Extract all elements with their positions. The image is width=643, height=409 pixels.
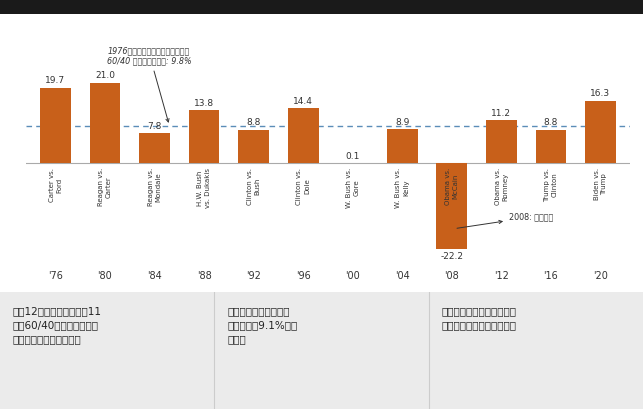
Text: '88: '88	[197, 271, 212, 281]
Text: '92: '92	[246, 271, 261, 281]
Text: Trump vs.
Clinton: Trump vs. Clinton	[544, 168, 557, 202]
Text: '80: '80	[98, 271, 113, 281]
Bar	[437, 163, 467, 249]
Text: 19.7: 19.7	[46, 76, 66, 85]
Text: '96: '96	[296, 271, 311, 281]
Text: '12: '12	[494, 271, 509, 281]
Bar	[585, 101, 616, 163]
Text: Carter vs.
Ford: Carter vs. Ford	[49, 168, 62, 202]
Text: 8.9: 8.9	[395, 118, 410, 127]
Text: '04: '04	[395, 271, 410, 281]
Text: H.W. Bush
vs. Dukakis: H.W. Bush vs. Dukakis	[197, 168, 211, 208]
Text: 選挙期間中の平均年間
リターンは9.1%であ
った。: 選挙期間中の平均年間 リターンは9.1%であ った。	[227, 306, 298, 344]
Text: 16.3: 16.3	[590, 90, 610, 99]
Text: Biden vs.
Trump: Biden vs. Trump	[593, 168, 607, 200]
Text: 8.8: 8.8	[544, 118, 558, 127]
Text: 0.1: 0.1	[345, 152, 360, 161]
Text: 1976年以降の全年の平均リターン
60/40 ポートフォリオ: 9.8%: 1976年以降の全年の平均リターン 60/40 ポートフォリオ: 9.8%	[107, 46, 192, 122]
Bar	[40, 88, 71, 163]
Bar	[486, 120, 517, 163]
Text: W. Bush vs.
Gore: W. Bush vs. Gore	[346, 168, 359, 208]
Text: '20: '20	[593, 271, 608, 281]
Bar	[387, 129, 417, 163]
Bar	[89, 83, 120, 163]
Text: '00: '00	[345, 271, 360, 281]
Text: '84: '84	[147, 271, 162, 281]
Text: '76: '76	[48, 271, 63, 281]
Text: Clinton vs.
Dole: Clinton vs. Dole	[296, 168, 310, 205]
Text: '08: '08	[444, 271, 459, 281]
Text: 過去12回の選挙年のうち11
回、60/40のポートフォリ
オはプラス圏で終えた。: 過去12回の選挙年のうち11 回、60/40のポートフォリ オはプラス圏で終えた…	[13, 306, 102, 344]
Text: 2008: 金融危機: 2008: 金融危機	[457, 213, 553, 228]
Text: Obama vs.
McCain: Obama vs. McCain	[445, 168, 458, 205]
Text: -22.2: -22.2	[440, 252, 464, 261]
Text: 13.8: 13.8	[194, 99, 214, 108]
Text: 21.0: 21.0	[95, 71, 115, 80]
Text: 14.4: 14.4	[293, 97, 313, 106]
Bar	[139, 133, 170, 163]
Text: Obama vs.
Romney: Obama vs. Romney	[494, 168, 508, 205]
Bar	[239, 130, 269, 163]
Text: 11.2: 11.2	[491, 109, 511, 118]
Text: Reagan vs.
Mondale: Reagan vs. Mondale	[148, 168, 161, 206]
Text: 7.8: 7.8	[147, 122, 162, 131]
Bar	[188, 110, 219, 163]
Bar	[288, 108, 318, 163]
Text: W. Bush vs.
Kelly: W. Bush vs. Kelly	[395, 168, 409, 208]
Text: '16: '16	[543, 271, 558, 281]
Bar	[536, 130, 566, 163]
Text: 歴史的な住宅バブルの崩壊
がマイナス要因となった。: 歴史的な住宅バブルの崩壊 がマイナス要因となった。	[442, 306, 516, 330]
Text: 8.8: 8.8	[246, 118, 261, 127]
Text: Reagan vs.
Carter: Reagan vs. Carter	[98, 168, 112, 206]
Text: Clinton vs.
Bush: Clinton vs. Bush	[247, 168, 260, 205]
